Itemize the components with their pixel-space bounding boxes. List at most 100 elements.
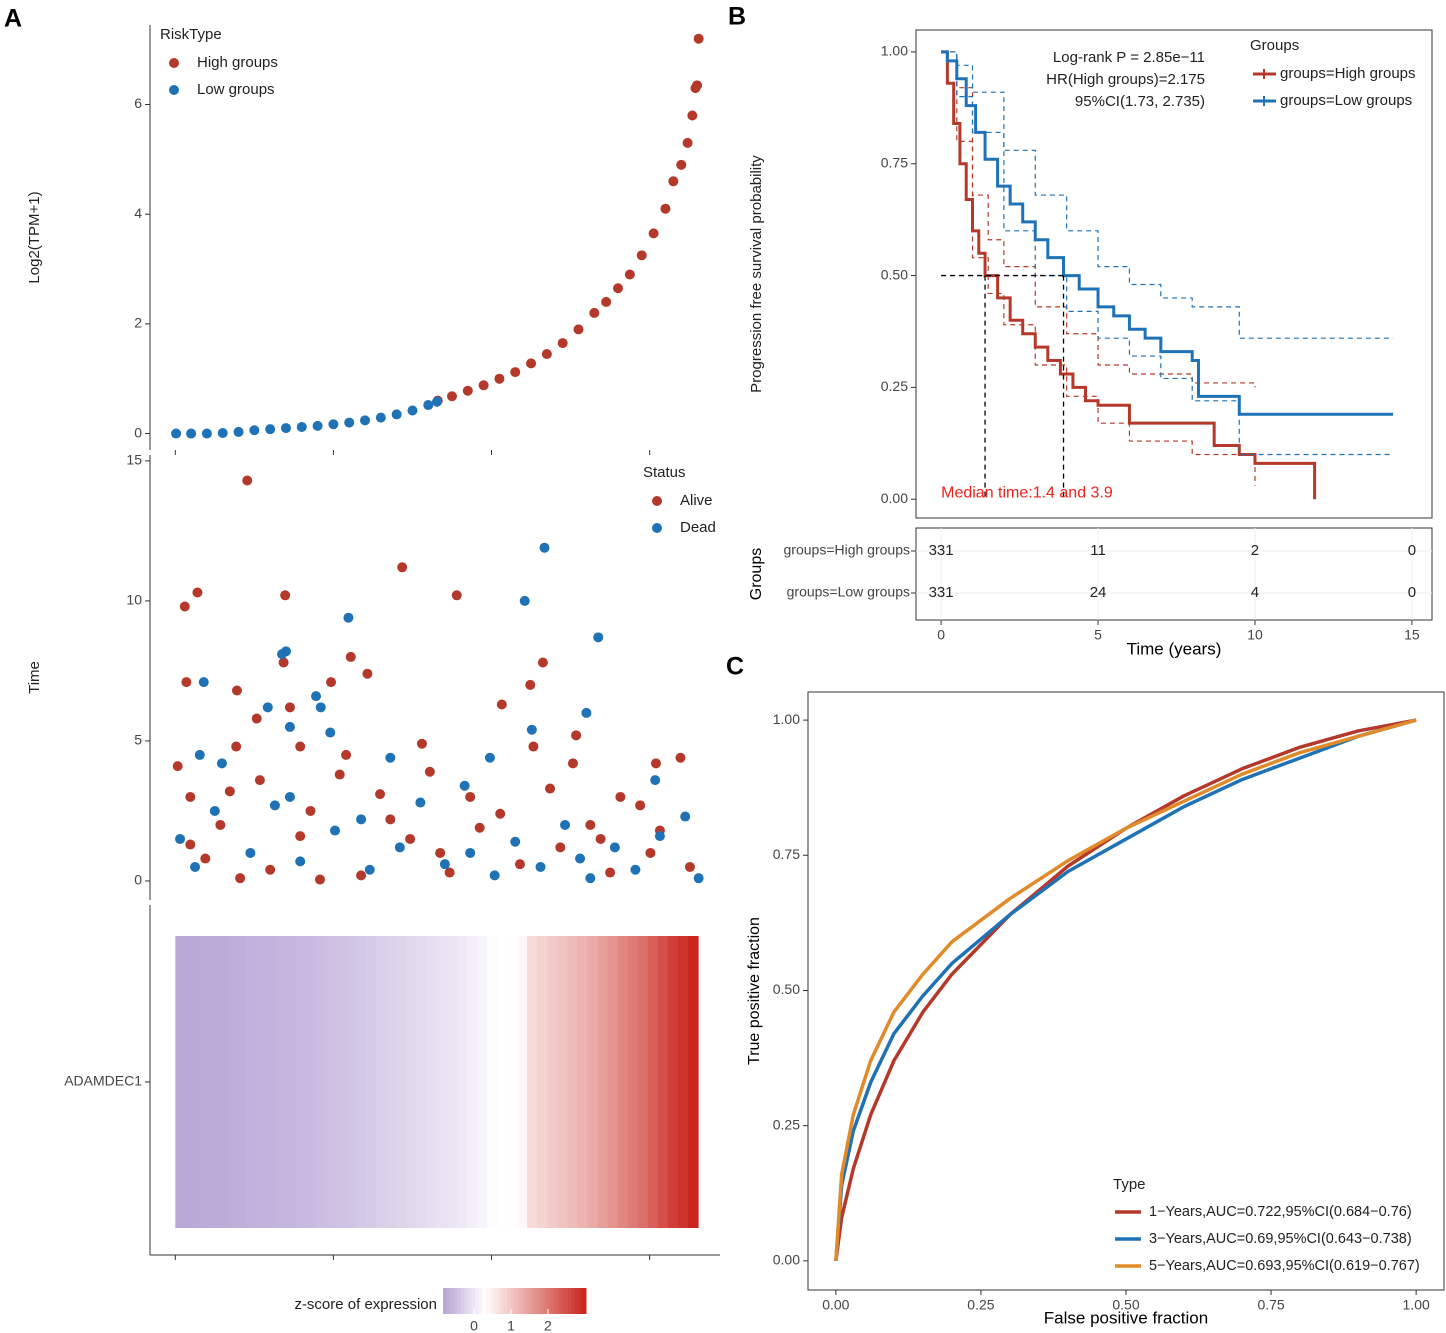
- point: [262, 702, 273, 713]
- point: [560, 819, 571, 830]
- plot-frame: [915, 29, 1433, 519]
- point: [435, 847, 446, 858]
- heatmap-cell: [386, 936, 398, 1228]
- x-tick-label: 0.50: [1112, 1297, 1139, 1313]
- heatmap-cell: [476, 936, 488, 1228]
- point: [668, 176, 679, 187]
- legend-label: 1−Years,AUC=0.722,95%CI(0.684−0.76): [1149, 1204, 1412, 1220]
- point: [175, 833, 186, 844]
- colorbar-slice: [521, 1288, 526, 1314]
- heatmap-cell: [517, 936, 528, 1228]
- point: [650, 758, 661, 769]
- point: [216, 758, 227, 769]
- heatmap-cell: [627, 936, 639, 1228]
- colorbar-slice: [500, 1288, 505, 1314]
- point: [311, 691, 322, 702]
- point: [269, 800, 280, 811]
- row-label: groups=Low groups: [787, 584, 910, 600]
- colorbar-slice: [535, 1288, 541, 1314]
- annotation: 95%CI(1.73, 2.735): [1075, 93, 1205, 110]
- point: [585, 819, 596, 830]
- legend-title: Status: [643, 464, 686, 481]
- legend-label: High groups: [197, 54, 278, 71]
- risk-count: 0: [1408, 542, 1416, 559]
- colorbar-slice: [496, 1288, 501, 1314]
- point: [545, 783, 556, 794]
- y-tick-label: 0.75: [773, 846, 800, 862]
- colorbar-slice: [546, 1288, 551, 1314]
- x-tick-label: 15: [1404, 627, 1420, 643]
- heatmap-cell: [657, 936, 669, 1228]
- y-tick-label: 0: [134, 872, 142, 888]
- point: [636, 250, 647, 261]
- point: [344, 417, 355, 428]
- annotation: HR(High groups)=2.175: [1046, 71, 1205, 88]
- x-tick-label: 1.00: [1403, 1297, 1430, 1313]
- y-tick-label: 0.50: [773, 981, 800, 997]
- heatmap-cell: [175, 936, 186, 1228]
- heatmap-cell: [687, 936, 699, 1228]
- row-label: groups=High groups: [784, 542, 910, 558]
- y-tick-label: 0.25: [881, 378, 908, 394]
- point: [462, 385, 473, 396]
- point: [692, 80, 703, 91]
- point: [510, 836, 521, 847]
- point: [231, 741, 242, 752]
- colorbar-tick-label: 0: [470, 1318, 478, 1333]
- colorbar-tick-label: 1: [507, 1318, 515, 1333]
- point: [249, 425, 260, 436]
- x-axis-label: Time (years): [1127, 639, 1222, 658]
- heatmap-cell: [255, 936, 267, 1228]
- heatmap-cell: [376, 936, 387, 1228]
- colorbar-slice: [575, 1288, 580, 1314]
- colorbar-slice: [514, 1288, 519, 1314]
- colorbar-slice: [560, 1288, 566, 1314]
- survival-curve: [941, 50, 1317, 500]
- heatmap-cell: [316, 936, 327, 1228]
- heatmap-cell: [456, 936, 468, 1228]
- heatmap-cell: [617, 936, 629, 1228]
- colorbar-slice: [493, 1288, 498, 1314]
- point: [385, 814, 396, 825]
- heatmap-cell: [436, 936, 448, 1228]
- heatmap-cell: [557, 936, 568, 1228]
- heatmap-cell: [366, 936, 377, 1228]
- y-axis-label: True positive fraction: [746, 917, 763, 1065]
- point: [391, 409, 402, 420]
- point: [394, 842, 405, 853]
- point: [693, 873, 704, 884]
- point: [217, 428, 228, 438]
- point: [526, 724, 537, 735]
- risk-count: 24: [1090, 584, 1107, 601]
- point: [446, 391, 457, 402]
- heatmap-cell: [406, 936, 418, 1228]
- point: [315, 702, 326, 713]
- point: [537, 657, 548, 668]
- point: [528, 741, 539, 752]
- point: [451, 590, 462, 601]
- y-axis-label: Groups: [748, 548, 765, 600]
- point: [675, 752, 686, 763]
- y-axis-label: Time: [26, 661, 43, 694]
- colorbar-slice: [525, 1288, 530, 1314]
- heatmap-cell: [577, 936, 589, 1228]
- risk-count: 331: [929, 542, 954, 559]
- colorbar-slice: [539, 1288, 544, 1314]
- point: [209, 805, 220, 816]
- heatmap-cell: [496, 936, 508, 1228]
- legend-swatch: [169, 58, 179, 68]
- point: [186, 428, 197, 439]
- colorbar-slice: [464, 1288, 469, 1314]
- colorbar-slice: [582, 1288, 587, 1314]
- heatmap-cell: [356, 936, 367, 1228]
- point: [589, 307, 600, 318]
- point: [682, 137, 693, 148]
- colorbar-slice: [450, 1288, 455, 1314]
- point: [573, 324, 584, 335]
- point: [424, 766, 435, 777]
- y-tick-label: 0.50: [881, 266, 908, 282]
- x-tick-label: 0.00: [822, 1297, 849, 1313]
- colorbar-slice: [457, 1288, 462, 1314]
- colorbar-slice: [503, 1288, 508, 1314]
- point: [343, 612, 354, 623]
